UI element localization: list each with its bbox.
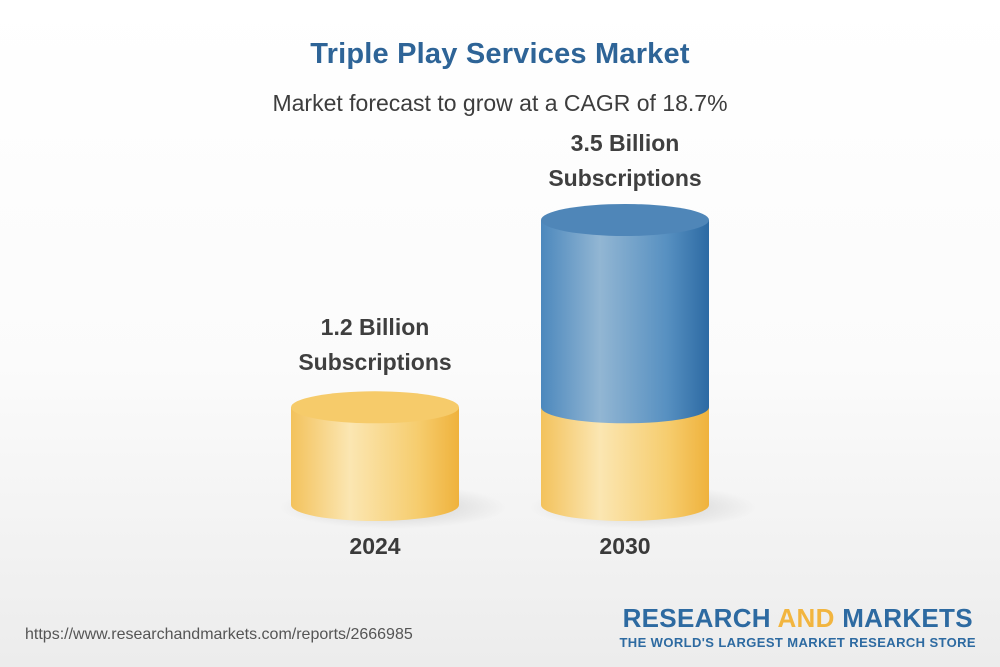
- bar-growth-2030: [541, 220, 709, 424]
- bar-top-2024: [291, 391, 459, 424]
- bar-top-2030: [541, 204, 709, 236]
- bar-base-2024: [291, 407, 459, 521]
- source-url[interactable]: https://www.researchandmarkets.com/repor…: [25, 626, 413, 643]
- bar-base-2030: [541, 407, 709, 521]
- brand-wordmark: RESEARCH AND MARKETS: [622, 603, 973, 633]
- brand-tagline: THE WORLD'S LARGEST MARKET RESEARCH STOR…: [619, 635, 976, 650]
- chart-subtitle: Market forecast to grow at a CAGR of 18.…: [272, 90, 728, 116]
- chart-title: Triple Play Services Market: [310, 38, 690, 70]
- category-label-2024: 2024: [349, 533, 401, 559]
- value-label-2030: 3.5 Billion Subscriptions: [548, 130, 702, 191]
- value-label-2024: 1.2 Billion Subscriptions: [298, 314, 452, 375]
- category-label-2030: 2030: [599, 533, 651, 559]
- brand-logo: RESEARCH AND MARKETS THE WORLD'S LARGEST…: [619, 604, 976, 650]
